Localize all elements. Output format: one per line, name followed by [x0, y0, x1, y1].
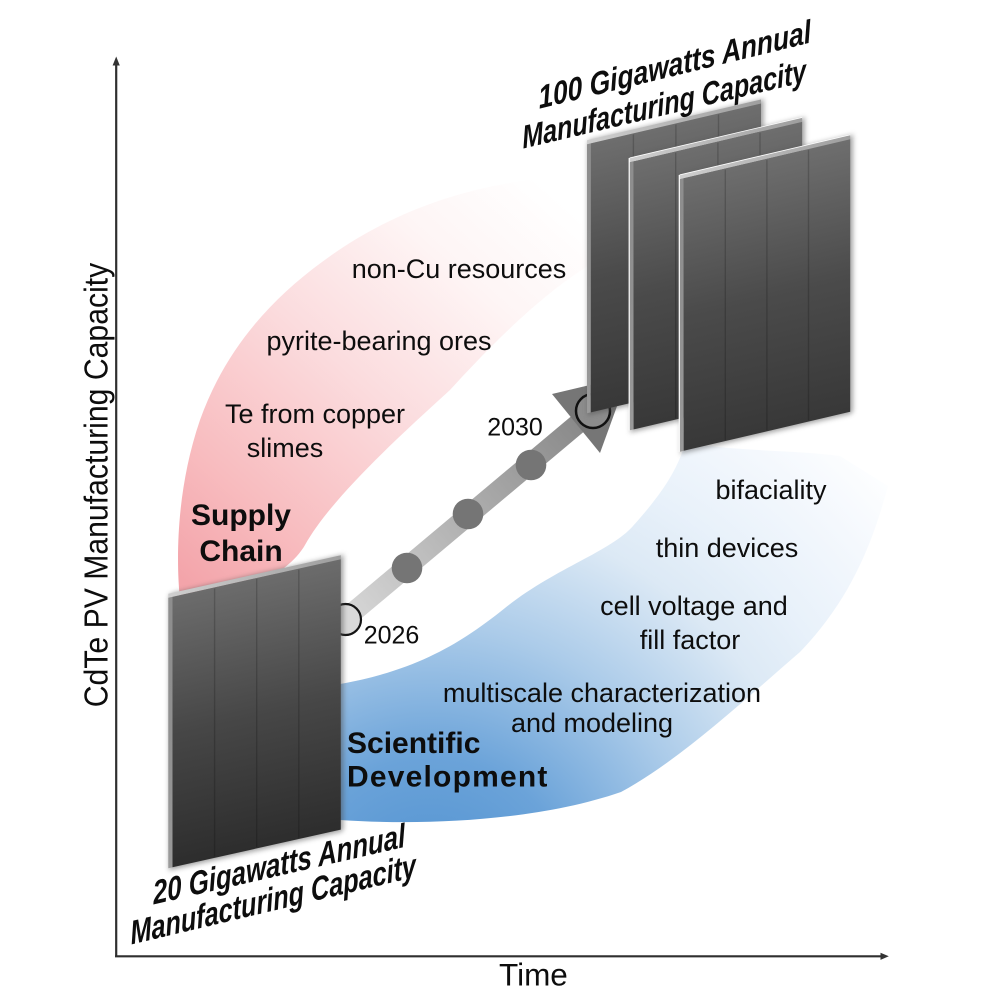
svg-text:thin devices: thin devices: [656, 533, 799, 563]
svg-text:Supply: Supply: [191, 499, 291, 532]
svg-text:and modeling: and modeling: [511, 708, 673, 738]
svg-text:2030: 2030: [487, 414, 543, 442]
svg-text:2026: 2026: [364, 622, 420, 650]
svg-text:slimes: slimes: [247, 433, 324, 463]
svg-text:fill factor: fill factor: [640, 625, 741, 655]
svg-text:Te from copper: Te from copper: [225, 399, 405, 429]
svg-text:Time: Time: [499, 957, 568, 993]
svg-text:non-Cu resources: non-Cu resources: [352, 254, 567, 284]
svg-text:pyrite-bearing ores: pyrite-bearing ores: [266, 326, 491, 356]
svg-text:CdTe PV Manufacturing Capacity: CdTe PV Manufacturing Capacity: [77, 263, 115, 708]
svg-text:cell voltage and: cell voltage and: [600, 591, 788, 621]
svg-text:multiscale characterization: multiscale characterization: [443, 678, 761, 708]
svg-text:Scientific: Scientific: [347, 727, 480, 760]
svg-text:Development: Development: [347, 761, 549, 794]
svg-text:Chain: Chain: [199, 535, 282, 568]
svg-text:bifaciality: bifaciality: [715, 475, 827, 505]
